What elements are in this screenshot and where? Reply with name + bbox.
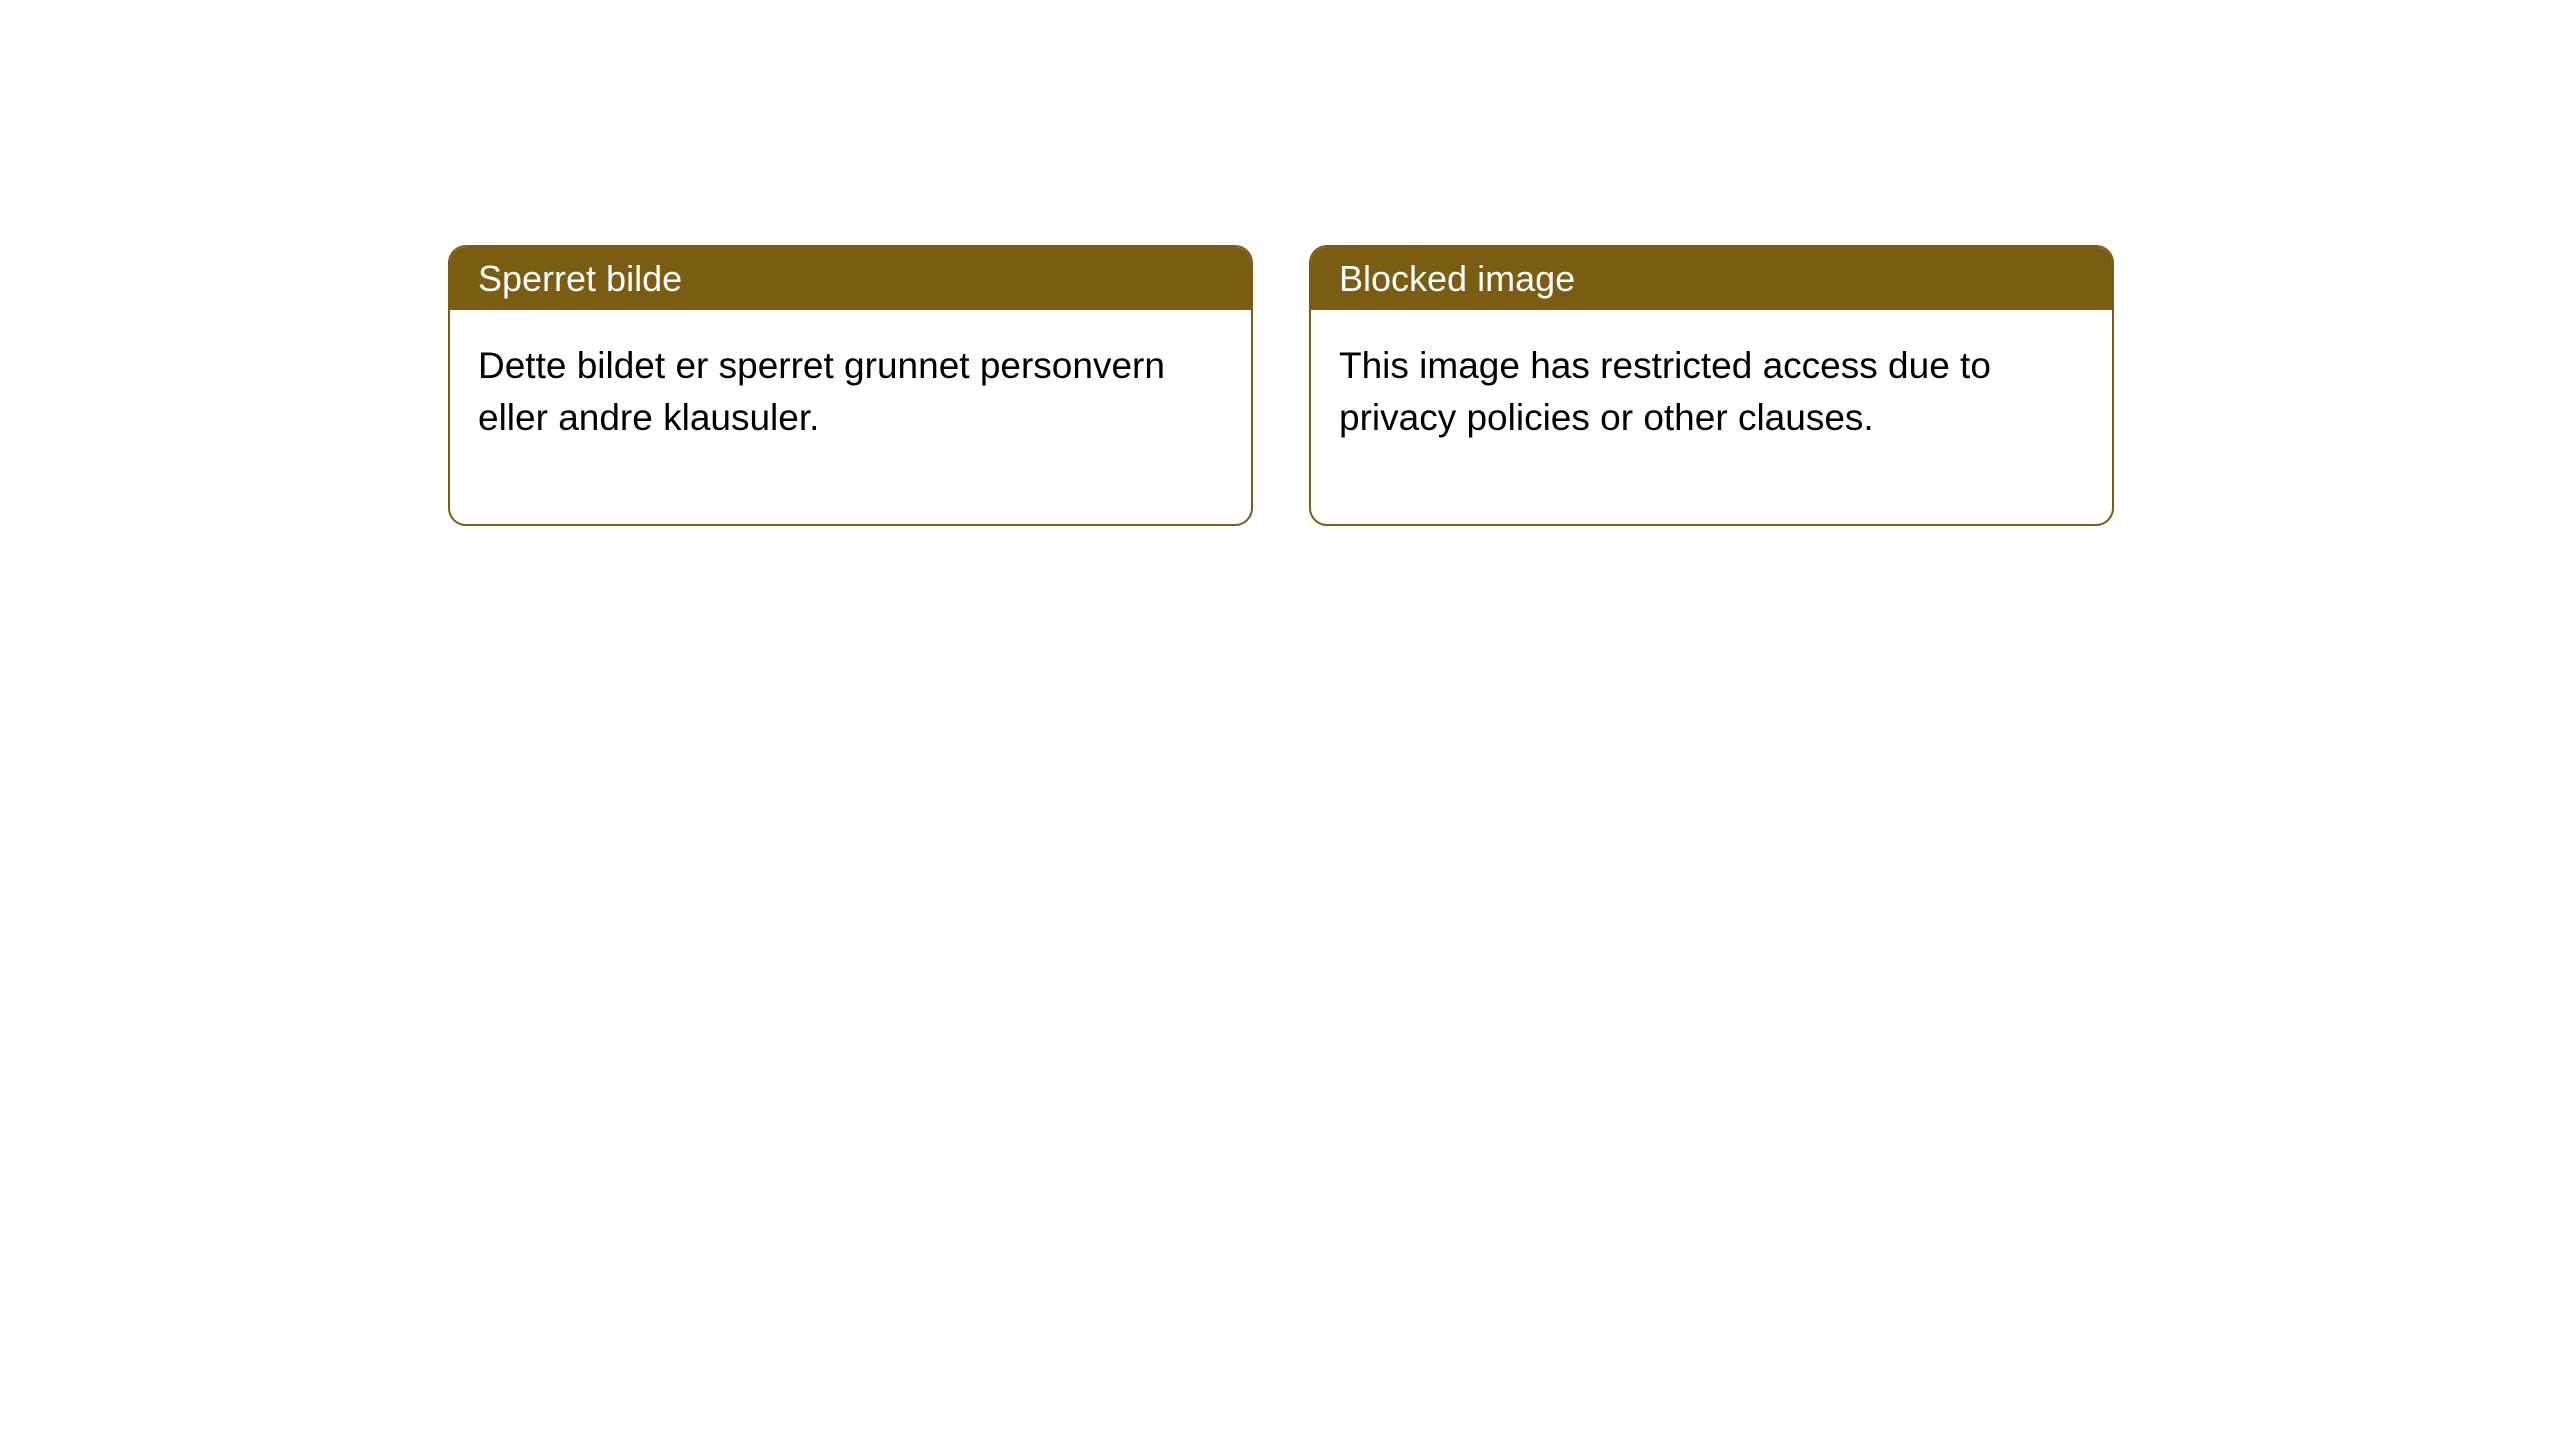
notice-header-english: Blocked image bbox=[1311, 247, 2112, 310]
notice-body-english: This image has restricted access due to … bbox=[1311, 310, 2112, 524]
notice-body-norwegian: Dette bildet er sperret grunnet personve… bbox=[450, 310, 1251, 524]
notice-container: Sperret bilde Dette bildet er sperret gr… bbox=[0, 0, 2560, 526]
notice-card-norwegian: Sperret bilde Dette bildet er sperret gr… bbox=[448, 245, 1253, 526]
notice-card-english: Blocked image This image has restricted … bbox=[1309, 245, 2114, 526]
notice-header-norwegian: Sperret bilde bbox=[450, 247, 1251, 310]
